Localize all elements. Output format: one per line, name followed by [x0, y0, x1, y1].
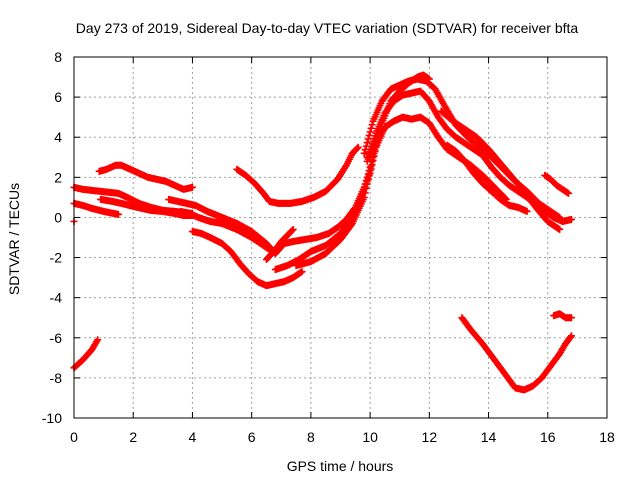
- y-tick-label: -2: [50, 250, 63, 266]
- x-tick-label: 8: [307, 429, 315, 445]
- data-point: [114, 210, 122, 218]
- data-point: [288, 226, 296, 234]
- data-point: [566, 333, 574, 341]
- data-point: [362, 184, 370, 192]
- data-point: [354, 143, 362, 151]
- data-point: [567, 314, 575, 322]
- x-tick-label: 16: [540, 429, 556, 445]
- data-point: [361, 189, 369, 197]
- y-tick-label: 2: [54, 169, 62, 185]
- data-point: [565, 189, 573, 197]
- data-point: [366, 167, 374, 175]
- y-tick-label: 8: [54, 49, 62, 65]
- data-point: [556, 225, 564, 233]
- ticks: [73, 56, 608, 419]
- series-track-17: [437, 107, 564, 233]
- data-point: [523, 207, 531, 215]
- y-tick-label: -8: [50, 370, 63, 386]
- data-point: [353, 144, 361, 152]
- data-point: [366, 128, 374, 136]
- plot-frame: [73, 56, 608, 419]
- data-point: [363, 139, 371, 147]
- x-tick-label: 6: [248, 429, 256, 445]
- x-tick-label: 10: [362, 429, 378, 445]
- y-tick-label: 0: [54, 209, 62, 225]
- x-axis-label: GPS time / hours: [287, 458, 394, 474]
- series-track-21: [541, 171, 573, 197]
- data-point: [367, 124, 375, 132]
- y-tick-label: 4: [54, 129, 62, 145]
- x-tick-label: 12: [422, 429, 438, 445]
- data-point: [289, 225, 297, 233]
- data-point: [364, 135, 372, 143]
- y-axis-label: SDTVAR / TECUs: [6, 183, 22, 295]
- series-track-6: [177, 207, 276, 256]
- y-tick-label: -4: [50, 290, 63, 306]
- tick-labels: 0 2 4 6 8 10 12 14 16 18 -10 -8 -6 -4 -2 0 2 4 6 8: [42, 49, 615, 445]
- series-track-8: [233, 143, 362, 207]
- x-tick-label: 0: [70, 429, 78, 445]
- y-tick-label: -10: [42, 410, 62, 426]
- series-track-20: [550, 310, 575, 322]
- x-tick-label: 14: [481, 429, 497, 445]
- data-point: [363, 180, 371, 188]
- x-tick-label: 2: [129, 429, 137, 445]
- data-point: [365, 131, 373, 139]
- data-point: [368, 121, 376, 129]
- data-points: [70, 71, 575, 394]
- x-tick-label: 18: [599, 429, 615, 445]
- data-point: [94, 336, 102, 344]
- series-track-7: [188, 227, 306, 290]
- series-track-16: [443, 141, 531, 215]
- data-point: [360, 193, 368, 201]
- series-track-3: [95, 161, 196, 193]
- chart-title: Day 273 of 2019, Sidereal Day-to-day VTE…: [76, 20, 579, 36]
- series-track-19: [70, 336, 102, 372]
- series-track-18: [458, 314, 575, 394]
- data-point: [364, 176, 372, 184]
- y-tick-label: -6: [50, 330, 63, 346]
- data-point: [365, 171, 373, 179]
- x-tick-label: 4: [189, 429, 197, 445]
- data-point: [298, 268, 306, 276]
- data-point: [360, 149, 368, 157]
- data-point: [347, 221, 355, 229]
- data-point: [567, 332, 575, 340]
- data-point: [567, 215, 575, 223]
- data-point: [367, 162, 375, 170]
- y-tick-label: 6: [54, 89, 62, 105]
- data-point: [188, 183, 196, 191]
